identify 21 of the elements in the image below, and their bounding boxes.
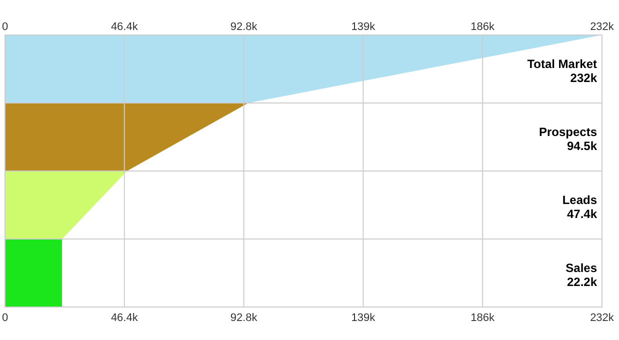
x2-tick-label: 232k (590, 312, 614, 324)
x2-tick-label: 92.8k (230, 312, 258, 324)
bar (5, 239, 62, 307)
y-tick-label: Leads (562, 193, 598, 207)
x2-tick-label: 186k (470, 312, 496, 324)
data-label: 22.2k (566, 275, 598, 289)
x2-tick-label: 0 (2, 312, 8, 324)
x-tick-label: 232k (590, 21, 614, 33)
data-label: 94.5k (566, 139, 598, 153)
x-tick-label: 186k (470, 21, 496, 33)
x2-tick-label: 139k (351, 312, 376, 324)
x-tick-label: 0 (2, 21, 8, 33)
y-tick-label: Prospects (538, 125, 598, 139)
x-tick-label: 139k (351, 21, 376, 33)
y-tick-label: Sales (566, 261, 598, 275)
data-label: 232k (570, 71, 598, 85)
x-tick-label: 92.8k (230, 21, 258, 33)
x2-tick-label: 46.4k (110, 312, 138, 324)
y-tick-label: Total Market (527, 57, 597, 71)
data-label: 47.4k (566, 207, 598, 221)
x-tick-label: 46.4k (110, 21, 138, 33)
